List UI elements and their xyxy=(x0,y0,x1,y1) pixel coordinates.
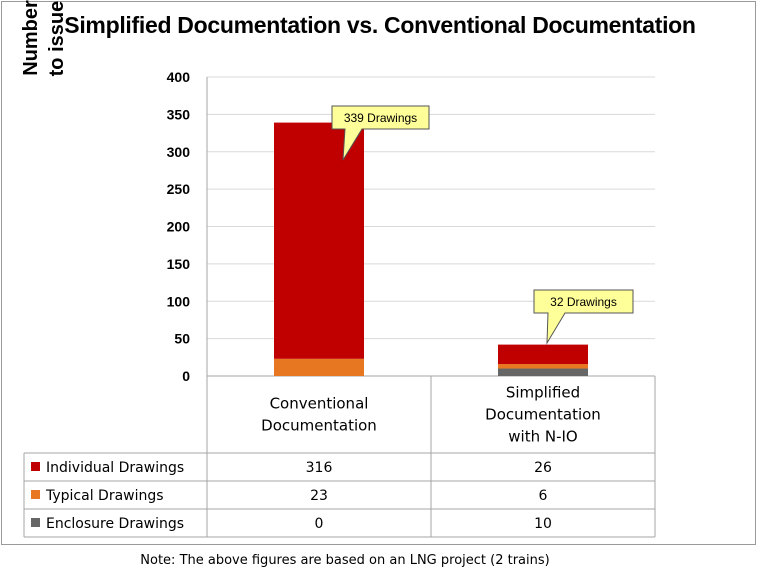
y-tick-label: 400 xyxy=(167,69,191,85)
x-category-label: Documentation xyxy=(485,406,601,424)
x-category-label: Conventional xyxy=(270,395,369,413)
legend-label: Typical Drawings xyxy=(45,488,164,504)
table-value: 26 xyxy=(534,460,552,476)
y-tick-label: 50 xyxy=(174,331,190,347)
y-tick-label: 100 xyxy=(167,293,191,309)
callout-label: 32 Drawings xyxy=(550,295,617,309)
data-callout: 32 Drawings xyxy=(533,289,634,345)
footnote: Note: The above figures are based on an … xyxy=(140,553,550,568)
x-category-label: with N-IO xyxy=(508,428,577,446)
y-tick-label: 300 xyxy=(167,144,191,160)
x-category-label: Simplified xyxy=(506,384,580,402)
callout-bubble xyxy=(331,105,430,161)
legend-swatch xyxy=(31,518,40,527)
callout-label: 339 Drawings xyxy=(344,111,417,125)
table-value: 0 xyxy=(315,516,324,532)
bar-segment xyxy=(274,122,364,359)
y-tick-label: 0 xyxy=(182,368,190,384)
legend-label: Enclosure Drawings xyxy=(46,516,184,532)
callout-bubble xyxy=(533,289,634,345)
legend-swatch xyxy=(31,490,40,499)
bar-segment xyxy=(498,368,588,376)
table-value: 6 xyxy=(539,488,548,504)
y-tick-label: 250 xyxy=(167,181,191,197)
legend-swatch xyxy=(31,462,40,471)
chart-frame xyxy=(1,1,756,545)
bar-segment xyxy=(498,344,588,365)
bar-segment xyxy=(498,364,588,369)
y-tick-label: 150 xyxy=(167,256,191,272)
legend-label: Individual Drawings xyxy=(46,460,184,476)
table-value: 10 xyxy=(534,516,552,532)
data-callout: 339 Drawings xyxy=(331,105,430,161)
y-tick-label: 200 xyxy=(167,219,191,235)
table-value: 316 xyxy=(306,460,333,476)
chart-title: Simplified Documentation vs. Conventiona… xyxy=(64,12,696,38)
bar-segment xyxy=(274,358,364,376)
y-tick-label: 350 xyxy=(167,106,191,122)
table-value: 23 xyxy=(310,488,328,504)
x-category-label: Documentation xyxy=(261,417,377,435)
